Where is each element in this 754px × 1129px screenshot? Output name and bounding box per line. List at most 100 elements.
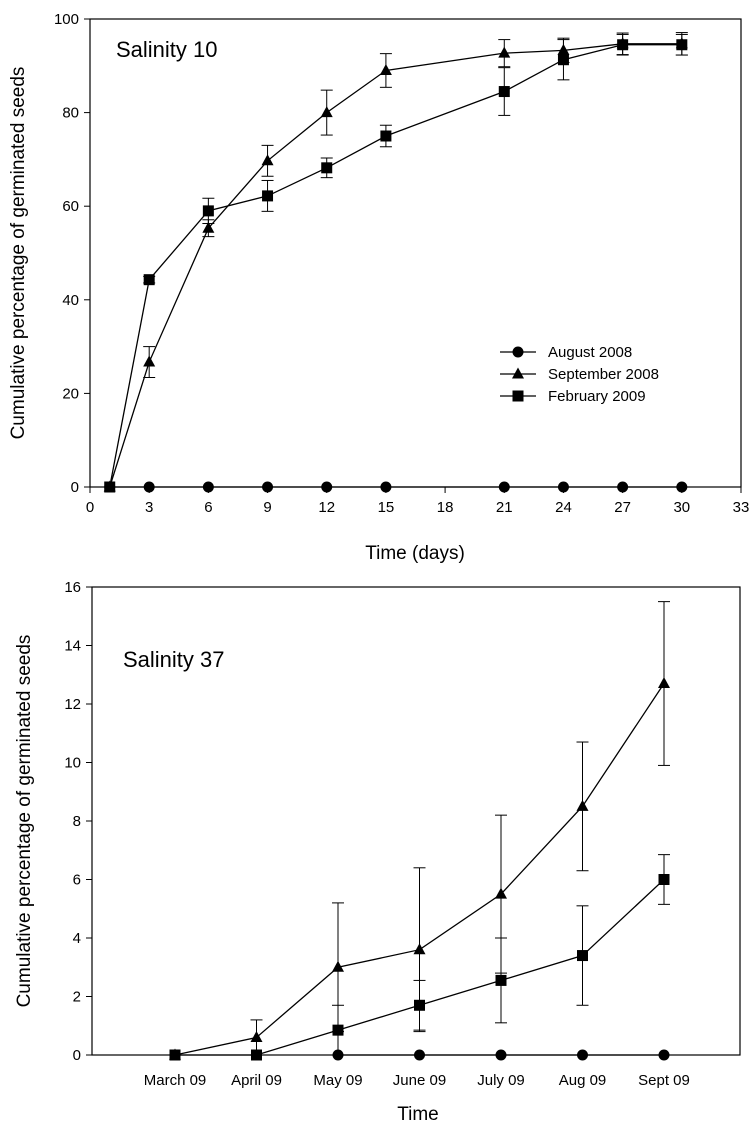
x-tick-label: 21 (496, 499, 513, 516)
square-marker-0 (104, 481, 116, 493)
y-tick-label: 4 (73, 930, 81, 947)
x-tick-label: March 09 (144, 1072, 207, 1089)
y-tick-label: 8 (73, 813, 81, 830)
chart-title: Salinity 10 (116, 37, 218, 62)
x-tick-label: 27 (614, 499, 631, 516)
legend-label: August 2008 (548, 344, 632, 361)
series-triangle (103, 32, 688, 492)
square-marker-3 (262, 190, 274, 202)
x-tick-label: 6 (204, 499, 212, 516)
triangle-marker-2 (202, 221, 215, 233)
y-tick-label: 2 (73, 989, 81, 1006)
legend: August 2008 September 2008 February 2009 (500, 344, 659, 405)
y-axis-title: Cumulative percentage of germinated seed… (8, 67, 29, 440)
square-marker-2 (202, 205, 214, 217)
square-marker-1 (143, 274, 155, 286)
y-tick-label: 16 (64, 579, 81, 596)
square-marker-3 (414, 999, 425, 1011)
series-line (109, 43, 682, 488)
triangle-marker-3 (261, 154, 274, 166)
series-circle (104, 481, 688, 493)
circle-marker-9 (676, 481, 688, 493)
legend-item-september-2008: September 2008 (500, 366, 659, 383)
y-tick-label: 20 (62, 385, 79, 402)
y-tick-label: 100 (54, 11, 79, 28)
x-tick-label: 24 (555, 499, 572, 516)
circle-marker-6 (658, 1049, 670, 1061)
triangle-marker-3 (413, 943, 426, 955)
triangle-marker-2 (332, 960, 344, 972)
x-tick-label: Aug 09 (559, 1072, 607, 1089)
y-tick-label: 10 (64, 755, 81, 772)
circle-marker-8 (617, 481, 629, 493)
chart-title: Salinity 37 (123, 647, 225, 672)
x-axis-title: Time (397, 1104, 439, 1125)
y-tick-label: 40 (62, 292, 79, 309)
square-marker-4 (495, 974, 507, 986)
x-tick-label: April 09 (231, 1072, 282, 1089)
legend-label: February 2009 (548, 388, 646, 405)
x-tick-label: July 09 (477, 1072, 525, 1089)
square-marker-6 (498, 86, 510, 98)
legend-label: September 2008 (548, 366, 659, 383)
triangle-marker-6 (498, 46, 511, 58)
triangle-marker-6 (658, 677, 670, 689)
x-tick-label: 18 (437, 499, 454, 516)
y-tick-label: 60 (62, 198, 79, 215)
y-tick-label: 80 (62, 105, 79, 122)
triangle-marker-1 (250, 1030, 263, 1042)
y-tick-label: 0 (71, 479, 79, 496)
square-marker-5 (380, 130, 392, 142)
square-marker-2 (332, 1024, 344, 1036)
triangle-marker-5 (379, 63, 392, 75)
legend-item-february-2009: February 2009 (500, 388, 646, 405)
series-line (109, 44, 682, 488)
circle-marker-3 (414, 1049, 425, 1061)
series-square (169, 854, 670, 1061)
circle-marker-7 (557, 481, 569, 493)
circle-marker-5 (577, 1049, 588, 1061)
square-marker-9 (676, 39, 688, 51)
y-axis: 0 2 4 6 8 10 12 14 16 (64, 579, 92, 1064)
x-tick-label: 3 (145, 499, 153, 516)
circle-marker-3 (262, 481, 274, 493)
triangle-marker-5 (576, 799, 589, 811)
circle-marker-1 (143, 481, 155, 493)
x-tick-label: 9 (263, 499, 271, 516)
chart-salinity-10: 0 20 40 60 80 100 0 3 6 9 12 15 18 21 24 27 30 33 Salini… (8, 11, 749, 564)
square-marker-5 (577, 950, 588, 962)
y-tick-label: 12 (64, 696, 81, 713)
x-tick-label: 12 (318, 499, 335, 516)
legend-item-august-2008: August 2008 (500, 344, 632, 361)
y-tick-label: 6 (73, 872, 81, 889)
square-marker-8 (617, 39, 629, 51)
x-tick-label: 15 (378, 499, 395, 516)
x-tick-label: Sept 09 (638, 1072, 690, 1089)
series-square (104, 33, 688, 493)
triangle-marker-4 (495, 887, 507, 899)
triangle-marker-4 (320, 106, 333, 118)
square-marker-7 (557, 54, 569, 66)
square-marker-0 (169, 1049, 181, 1061)
y-tick-label: 0 (73, 1047, 81, 1064)
plot-frame (89, 18, 742, 488)
circle-marker-2 (202, 481, 214, 493)
x-tick-label: June 09 (393, 1072, 446, 1089)
x-axis: March 09 April 09 May 09 June 09 July 09 Aug … (144, 1072, 690, 1089)
chart-salinity-37: 0 2 4 6 8 10 12 14 16 March 09 April 09 May 09 June… (14, 579, 741, 1125)
x-axis: 0 3 6 9 12 15 18 21 24 27 30 33 (86, 487, 750, 516)
x-tick-label: May 09 (313, 1072, 362, 1089)
circle-marker-6 (498, 481, 510, 493)
series-group (103, 32, 688, 493)
series-circle (332, 1049, 670, 1061)
y-tick-label: 14 (64, 638, 81, 655)
x-tick-label: 0 (86, 499, 94, 516)
series-group (169, 601, 670, 1061)
x-tick-label: 33 (733, 499, 750, 516)
square-marker-6 (658, 874, 670, 885)
y-axis: 0 20 40 60 80 100 (54, 11, 90, 496)
circle-marker-4 (495, 1049, 507, 1061)
x-tick-label: 30 (673, 499, 690, 516)
circle-marker-4 (321, 481, 333, 493)
